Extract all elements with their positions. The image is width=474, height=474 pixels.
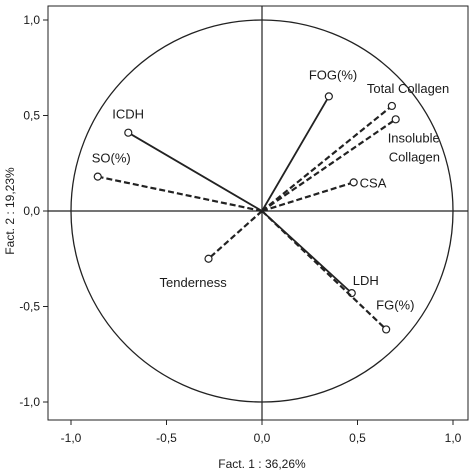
x-tick-label: 1,0 [445,431,462,445]
label-insoluble-line2: Collagen [389,149,440,164]
y-axis-title: Fact. 2 : 19,23% [3,167,17,255]
vector-csa [261,181,355,213]
label-tenderness: Tenderness [160,275,228,290]
vector-total-collagen [261,105,393,212]
x-tick-label: 0,0 [254,431,271,445]
label-fog: FOG(%) [309,67,357,82]
y-tick-label: 0,5 [23,109,40,123]
label-fg: FG(%) [376,297,414,312]
x-axis-title: Fact. 1 : 36,26% [218,457,306,471]
vector-fg [261,210,387,331]
y-tick-label: 1,0 [23,13,40,27]
plot-frame [47,5,469,421]
label-csa: CSA [360,175,387,190]
vector-so [97,175,263,213]
point-fog [324,92,333,101]
point-insoluble [391,115,400,124]
point-so [93,172,102,181]
label-insoluble: Insoluble [388,130,440,145]
vector-fog [261,95,330,212]
x-tick-label: 0,5 [349,431,366,445]
y-tick-label: -0,5 [19,300,40,314]
vector-icdh [127,131,263,212]
label-icdh: ICDH [112,107,144,122]
label-ldh: LDH [353,273,379,288]
point-csa [349,178,358,187]
point-total-collagen [387,101,396,111]
vector-tenderness [207,210,263,260]
point-tenderness [204,254,213,263]
point-icdh [124,128,133,137]
x-tick-label: -1,0 [61,431,82,445]
label-so: SO(%) [92,151,131,166]
x-tick-label: -0,5 [156,431,177,445]
y-tick-label: -1,0 [19,395,40,409]
vector-insoluble [261,118,397,212]
point-fg [382,325,391,334]
y-tick-label: 0,0 [23,204,40,218]
label-total-collagen: Total Collagen [367,81,449,96]
